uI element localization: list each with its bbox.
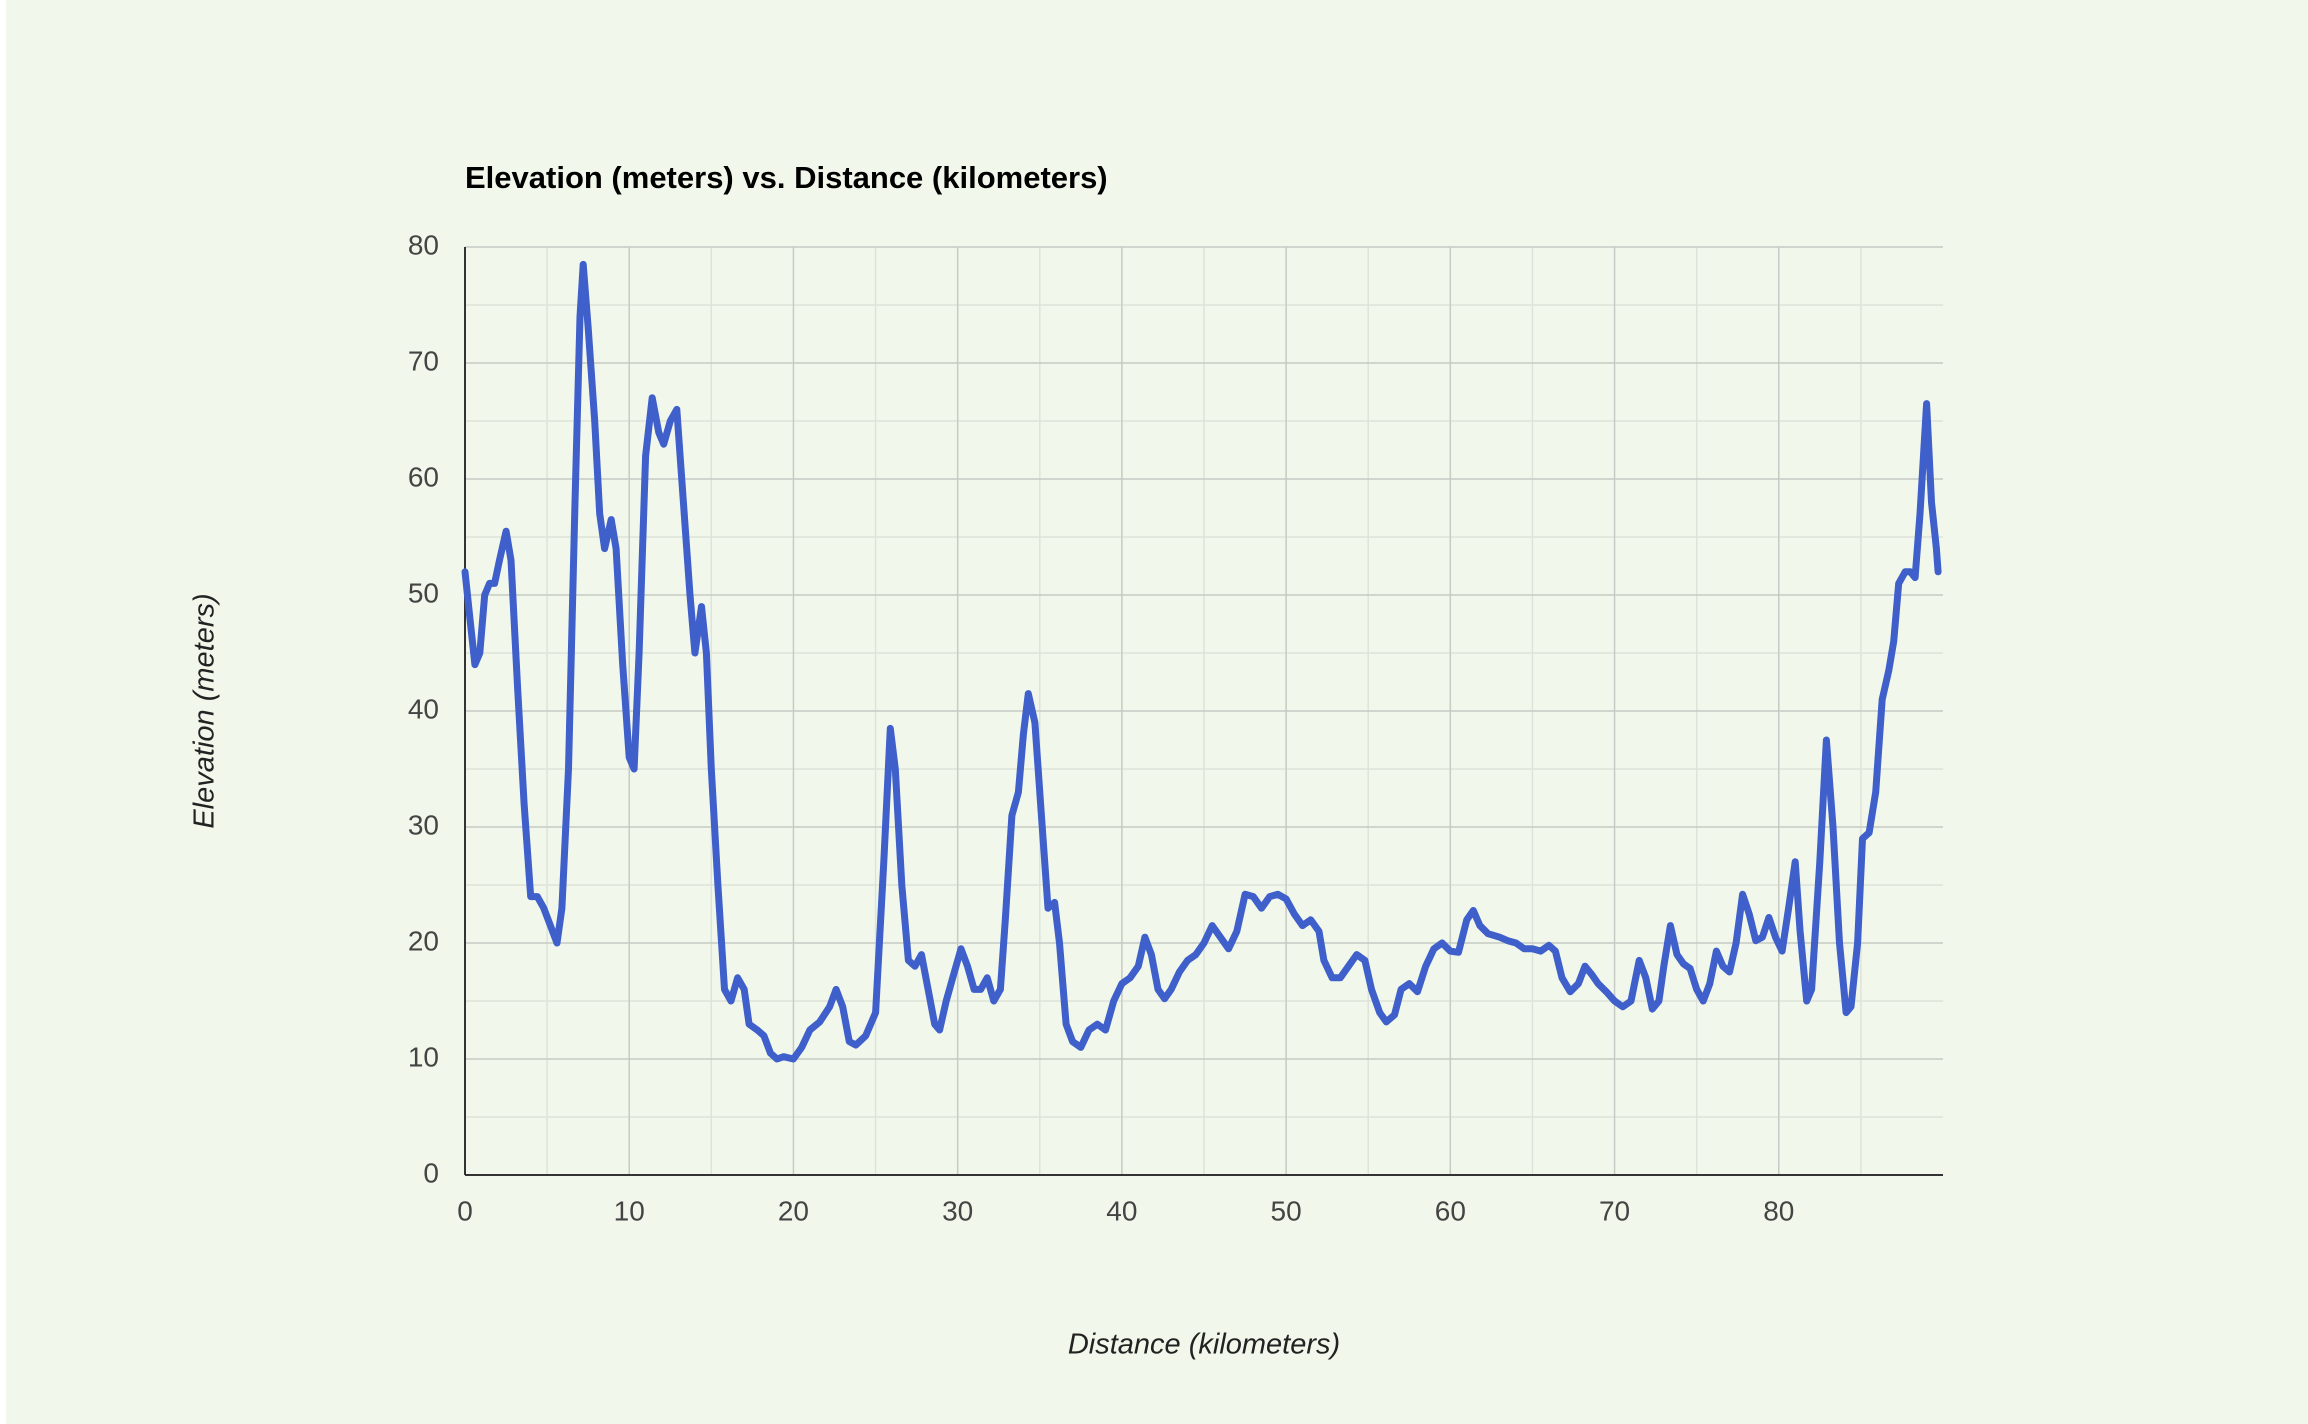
x-tick-label: 40 <box>1106 1195 1137 1226</box>
y-tick-label: 20 <box>408 925 439 956</box>
y-tick-label: 40 <box>408 693 439 724</box>
y-tick-label: 30 <box>408 809 439 840</box>
x-tick-label: 50 <box>1271 1195 1302 1226</box>
x-tick-label: 10 <box>614 1195 645 1226</box>
x-tick-label: 20 <box>778 1195 809 1226</box>
y-tick-label: 50 <box>408 577 439 608</box>
y-tick-label: 70 <box>408 345 439 376</box>
page: Elevation (meters) vs. Distance (kilomet… <box>6 0 2308 1424</box>
line-series <box>461 260 1942 1063</box>
x-axis-label: Distance (kilometers) <box>1068 1329 1340 1361</box>
x-tick-label: 30 <box>942 1195 973 1226</box>
y-tick-label: 0 <box>423 1157 439 1188</box>
y-axis-label: Elevation (meters) <box>189 593 221 828</box>
chart-title: Elevation (meters) vs. Distance (kilomet… <box>465 160 1108 195</box>
y-tick-label: 10 <box>408 1041 439 1072</box>
x-tick-label: 70 <box>1599 1195 1630 1226</box>
x-tick-label: 0 <box>457 1195 473 1226</box>
x-tick-label: 80 <box>1763 1195 1794 1226</box>
chart: Elevation (meters) vs. Distance (kilomet… <box>189 160 1943 1361</box>
y-tick-label: 80 <box>408 229 439 260</box>
y-tick-label: 60 <box>408 461 439 492</box>
x-tick-label: 60 <box>1435 1195 1466 1226</box>
